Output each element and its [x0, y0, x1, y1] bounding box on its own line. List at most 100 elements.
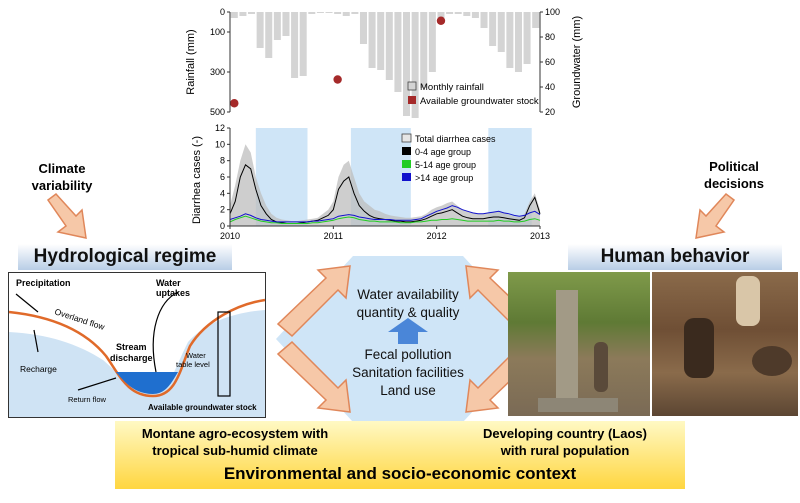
water-table-line1: Water: [186, 351, 206, 360]
stream-water: [116, 372, 178, 394]
rainfall-y-label: Rainfall (mm): [185, 29, 197, 94]
pollution-text: Fecal pollution Sanitation facilities La…: [318, 346, 498, 400]
hydrology-diagram: Precipitation Overland flow Recharge Str…: [8, 272, 266, 418]
rainfall-bar: [291, 12, 299, 78]
rainfall-bar: [334, 12, 342, 14]
rainfall-chart: 0 100 300 500 100 80 60 40 20 Rainfall (mm) Gro…: [185, 7, 583, 118]
rainfall-bar: [368, 12, 376, 68]
diarrhea-y-tick-label: 2: [220, 205, 225, 215]
pump-base: [538, 398, 618, 412]
legend-groundwater-label: Available groundwater stock: [420, 96, 539, 107]
water-table-line2: table level: [176, 360, 210, 369]
legend-total-label: Total diarrhea cases: [415, 134, 496, 144]
climate-label-line1: Climate: [38, 161, 86, 176]
rainfall-bar: [308, 12, 316, 14]
rainfall-bar: [239, 12, 247, 16]
legend-rainfall-swatch: [407, 81, 417, 91]
rainfall-bar: [514, 12, 522, 72]
rainfall-plot-area: [230, 12, 540, 112]
diarrhea-y-tick-label: 10: [215, 139, 225, 149]
log-object: [752, 346, 792, 376]
diarrhea-chart: 0 2 4 6 8 10 12 2010 2011 2012 2013 Diarrhea case…: [191, 123, 550, 241]
groundwater-tick-label: 80: [545, 32, 555, 42]
context-left-text: Montane agro-ecosystem with tropical sub…: [115, 425, 355, 459]
political-label-line1: Political: [709, 159, 759, 174]
rainfall-bar: [506, 12, 514, 68]
context-right-line2: with rural population: [500, 443, 630, 458]
diarrhea-y-tick-label: 4: [220, 188, 225, 198]
age-5-14-line: [229, 215, 541, 224]
context-right-text: Developing country (Laos) with rural pop…: [445, 425, 685, 459]
rainfall-bar: [411, 12, 419, 118]
rainfall-bar: [359, 12, 367, 44]
land-use-label: Land use: [380, 383, 436, 398]
water-uptakes-line1: Water: [156, 278, 181, 288]
groundwater-dots: [230, 16, 446, 108]
diarrhea-x-tick-label: 2011: [324, 231, 343, 241]
rainfall-y-ticks: 0 100 300 500: [210, 7, 230, 117]
legend-rainfall-label: Monthly rainfall: [420, 82, 484, 93]
rainfall-bar: [437, 12, 445, 18]
rainfall-bar: [325, 12, 333, 13]
fecal-pollution-label: Fecal pollution: [364, 347, 452, 362]
context-left-line1: Montane agro-ecosystem with: [141, 426, 329, 441]
legend-groundwater-swatch: [408, 96, 416, 104]
ground-surface-line: [8, 298, 266, 398]
rainfall-bar: [377, 12, 385, 70]
climate-variability-label: Climate variability: [12, 160, 112, 194]
diarrhea-y-label: Diarrhea cases (-): [191, 136, 203, 224]
diarrhea-y-ticks: 0 2 4 6 8 10 12: [215, 123, 230, 231]
diarrhea-y-tick-label: 0: [220, 221, 225, 231]
recharge-label: Recharge: [20, 364, 57, 374]
child-figure: [594, 342, 608, 392]
rainfall-bar: [454, 12, 462, 14]
groundwater-point: [436, 16, 446, 25]
rainfall-bar: [299, 12, 307, 76]
arrow-top-left-icon: [276, 265, 351, 338]
groundwater-tick-label: 40: [545, 82, 555, 92]
context-box: Montane agro-ecosystem with tropical sub…: [115, 421, 685, 489]
return-flow-label: Return flow: [68, 395, 107, 404]
rainfall-tick-label: 100: [210, 27, 225, 37]
children-mud-photo: [652, 272, 798, 416]
water-uptakes-line2: uptakes: [156, 288, 190, 298]
precipitation-arrow-icon: [15, 293, 39, 313]
legend-age-14-plus-label: >14 age group: [415, 173, 473, 183]
climate-label-line2: variability: [31, 178, 93, 193]
rainfall-bar: [489, 12, 497, 46]
political-arrow-icon: [695, 192, 736, 239]
groundwater-y-ticks: 100 80 60 40 20: [540, 7, 560, 117]
precipitation-label: Precipitation: [16, 278, 71, 288]
groundwater-y-label: Groundwater (mm): [571, 16, 583, 108]
rainfall-bar: [394, 12, 402, 92]
rainfall-bar: [230, 12, 238, 18]
water-line2: quantity & quality: [356, 305, 460, 320]
recharge-arrow-icon: [33, 329, 39, 353]
water-availability-text: Water availability quantity & quality: [318, 286, 498, 322]
diarrhea-y-tick-label: 12: [215, 123, 225, 133]
legend-age-5-14-label: 5-14 age group: [415, 160, 476, 170]
center-diagram: [276, 256, 540, 422]
rainfall-bar: [273, 12, 281, 40]
diarrhea-x-tick-label: 2012: [427, 231, 447, 241]
sanitation-label: Sanitation facilities: [352, 365, 464, 380]
diarrhea-x-tick-label: 2013: [530, 231, 550, 241]
diarrhea-x-ticks: 2010 2011 2012 2013: [220, 226, 550, 241]
legend-total-swatch: [401, 133, 412, 143]
rainfall-bar: [385, 12, 393, 80]
diarrhea-y-tick-label: 8: [220, 156, 225, 166]
well-icon: [217, 311, 231, 397]
highlight-period: [488, 128, 532, 226]
legend-age-5-14-swatch: [402, 160, 411, 168]
diarrhea-x-tick-label: 2010: [220, 231, 240, 241]
groundwater-point: [230, 99, 239, 108]
rainfall-bar: [532, 12, 540, 28]
legend-age-0-4-label: 0-4 age group: [415, 147, 471, 157]
context-right-line1: Developing country (Laos): [483, 426, 647, 441]
rainfall-tick-label: 500: [210, 107, 225, 117]
groundwater-tick-label: 20: [545, 107, 555, 117]
rainfall-tick-label: 0: [220, 7, 225, 17]
rainfall-bar: [265, 12, 273, 58]
rainfall-bar: [428, 12, 436, 72]
village-pump-photo: [508, 272, 650, 416]
